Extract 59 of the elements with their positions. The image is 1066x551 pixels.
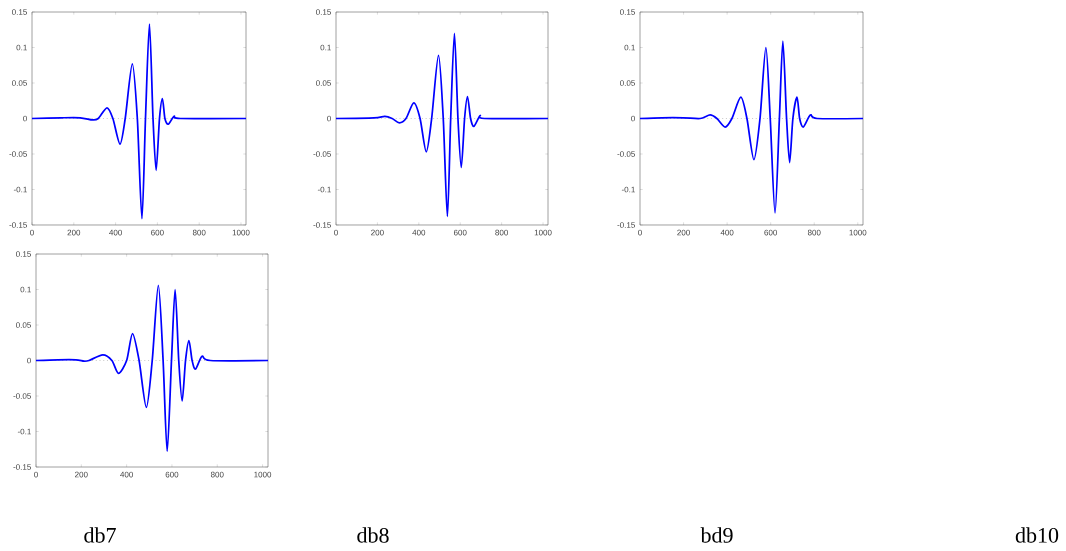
x-tick-label: 800 xyxy=(495,229,508,236)
y-tick-label: -0.05 xyxy=(13,393,31,399)
x-tick-label: 0 xyxy=(34,471,38,478)
y-tick-label: -0.05 xyxy=(9,151,27,157)
y-tick-label: 0 xyxy=(23,115,27,122)
y-tick-label: 0.1 xyxy=(624,44,635,51)
x-tick-label: 0 xyxy=(334,229,338,236)
y-tick-label: 0.05 xyxy=(620,80,635,86)
x-tick-label: 1000 xyxy=(232,229,250,236)
x-tick-label: 200 xyxy=(67,229,81,236)
y-tick-label: 0 xyxy=(327,115,331,122)
y-tick-label: 0.05 xyxy=(16,322,31,328)
y-tick-label: 0.15 xyxy=(12,9,27,15)
x-tick-label: 800 xyxy=(210,471,224,478)
y-tick-label: 0.1 xyxy=(320,44,331,51)
x-tick-label: 200 xyxy=(677,229,690,236)
y-tick-label: -0.1 xyxy=(621,186,635,193)
x-tick-label: 400 xyxy=(109,229,122,236)
x-tick-label: 1000 xyxy=(849,229,867,236)
y-tick-label: -0.15 xyxy=(13,464,31,470)
y-tick-label: 0.15 xyxy=(316,9,331,15)
line-series xyxy=(31,23,247,220)
y-tick-label: 0 xyxy=(631,115,635,122)
x-tick-label: 1000 xyxy=(534,229,552,236)
y-tick-label: -0.1 xyxy=(13,186,27,193)
y-tick-label: 0.15 xyxy=(620,9,635,15)
line-series xyxy=(639,40,864,214)
y-tick-label: -0.15 xyxy=(617,222,635,228)
y-tick-label: -0.15 xyxy=(313,222,331,228)
x-tick-label: 400 xyxy=(412,229,426,236)
y-tick-label: 0 xyxy=(27,357,31,364)
x-tick-label: 600 xyxy=(165,471,179,478)
text: db8 xyxy=(357,527,389,543)
y-tick-label: -0.05 xyxy=(313,151,331,157)
y-tick-label: -0.1 xyxy=(17,428,31,435)
y-tick-label: 0.05 xyxy=(316,80,331,86)
text: bd9 xyxy=(700,527,733,543)
x-tick-label: 1000 xyxy=(254,471,272,478)
x-tick-label: 600 xyxy=(764,229,778,236)
text: db10 xyxy=(1015,527,1059,543)
x-tick-label: 400 xyxy=(120,471,133,478)
x-tick-label: 600 xyxy=(453,229,467,236)
y-tick-label: -0.15 xyxy=(9,222,27,228)
x-tick-label: 800 xyxy=(807,229,821,236)
y-tick-label: 0.1 xyxy=(20,286,31,293)
y-tick-label: -0.05 xyxy=(617,151,635,157)
x-tick-label: 400 xyxy=(720,229,734,236)
y-tick-label: -0.1 xyxy=(317,186,331,193)
y-tick-label: 0.15 xyxy=(16,251,31,257)
line-series xyxy=(35,284,269,453)
x-tick-label: 200 xyxy=(75,471,88,478)
x-tick-label: 800 xyxy=(192,229,206,236)
y-tick-label: 0.05 xyxy=(12,80,27,86)
line-series xyxy=(335,32,549,218)
x-tick-label: 600 xyxy=(151,229,164,236)
text: db7 xyxy=(84,527,116,543)
x-tick-label: 200 xyxy=(371,229,384,236)
y-tick-label: 0.1 xyxy=(16,44,27,51)
x-tick-label: 0 xyxy=(638,229,642,236)
